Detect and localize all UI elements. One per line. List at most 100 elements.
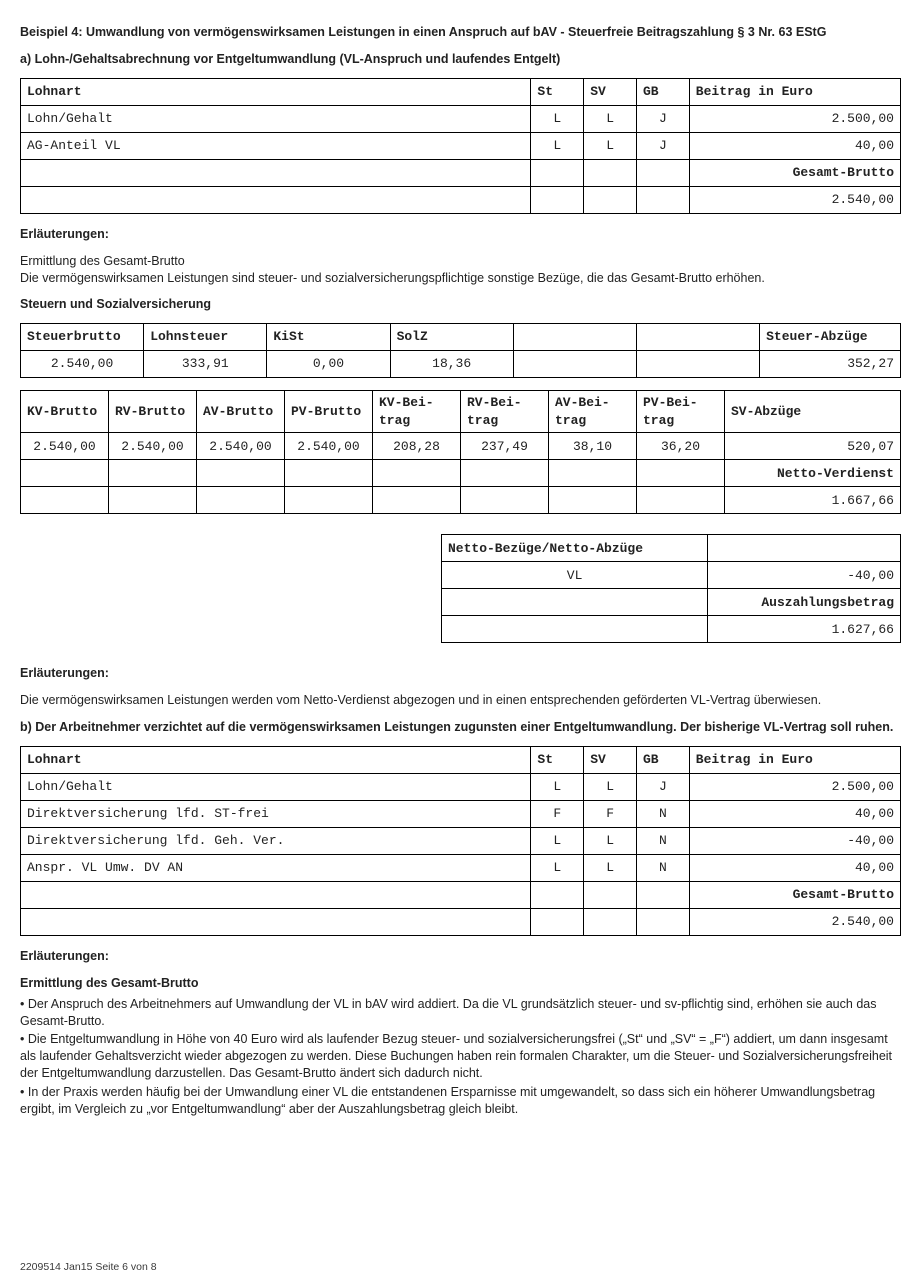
sv-table: KV-Brutto RV-Brutto AV-Brutto PV-Brutto … bbox=[20, 390, 901, 514]
col-kvb: KV-Brutto bbox=[21, 391, 109, 433]
col-blank bbox=[513, 324, 636, 351]
cell: L bbox=[531, 827, 584, 854]
cell: J bbox=[637, 132, 690, 159]
total-value: 2.540,00 bbox=[689, 908, 900, 935]
cell bbox=[373, 460, 461, 487]
table-total-value-row: 2.540,00 bbox=[21, 908, 901, 935]
cell: 36,20 bbox=[637, 433, 725, 460]
erl2-text: Die vermögenswirksamen Leistungen werden… bbox=[20, 692, 901, 709]
table-header-row: KV-Brutto RV-Brutto AV-Brutto PV-Brutto … bbox=[21, 391, 901, 433]
col-gb: GB bbox=[637, 78, 690, 105]
cell: Lohn/Gehalt bbox=[21, 773, 531, 800]
cell: L bbox=[584, 132, 637, 159]
cell: 2.540,00 bbox=[109, 433, 197, 460]
cell: 2.540,00 bbox=[21, 351, 144, 378]
section-a-title: a) Lohn-/Gehaltsabrechnung vor Entgeltum… bbox=[20, 51, 901, 68]
netto-value: 1.667,66 bbox=[725, 487, 901, 514]
table-total-label-row: Gesamt-Brutto bbox=[21, 159, 901, 186]
cell: AG-Anteil VL bbox=[21, 132, 531, 159]
cell bbox=[549, 460, 637, 487]
cell bbox=[442, 589, 708, 616]
total-label: Gesamt-Brutto bbox=[689, 159, 900, 186]
col-sv: SV bbox=[584, 78, 637, 105]
col-blank bbox=[636, 324, 759, 351]
ausz-value: 1.627,66 bbox=[708, 616, 901, 643]
section-b-title: b) Der Arbeitnehmer verzichtet auf die v… bbox=[20, 719, 901, 736]
cell bbox=[513, 351, 636, 378]
col-rvb: RV-Brutto bbox=[109, 391, 197, 433]
table-total-value-row: 2.540,00 bbox=[21, 186, 901, 213]
cell: L bbox=[584, 773, 637, 800]
cell bbox=[373, 487, 461, 514]
erl1-text: Die vermögenswirksamen Leistungen sind s… bbox=[20, 271, 765, 285]
table-ausz-value-row: 1.627,66 bbox=[442, 616, 901, 643]
cell bbox=[636, 351, 759, 378]
table-row: AG-Anteil VL L L J 40,00 bbox=[21, 132, 901, 159]
table-header-row: Netto-Bezüge/Netto-Abzüge bbox=[442, 535, 901, 562]
cell: J bbox=[637, 105, 690, 132]
list-item: Der Anspruch des Arbeitnehmers auf Umwan… bbox=[20, 996, 901, 1030]
col-sv: SV bbox=[584, 746, 637, 773]
erl3-block: Ermittlung des Gesamt-Brutto Der Anspruc… bbox=[20, 975, 901, 1118]
netto-table: Netto-Bezüge/Netto-Abzüge VL -40,00 Ausz… bbox=[441, 534, 901, 643]
cell: N bbox=[637, 800, 690, 827]
table-header-row: Steuerbrutto Lohnsteuer KiSt SolZ Steuer… bbox=[21, 324, 901, 351]
col-beitrag: Beitrag in Euro bbox=[689, 746, 900, 773]
cell: L bbox=[531, 773, 584, 800]
col-beitrag: Beitrag in Euro bbox=[689, 78, 900, 105]
list-item: Die Entgeltumwandlung in Höhe von 40 Eur… bbox=[20, 1031, 901, 1082]
tax-table: Steuerbrutto Lohnsteuer KiSt SolZ Steuer… bbox=[20, 323, 901, 378]
table-row: Direktversicherung lfd. ST-frei F F N 40… bbox=[21, 800, 901, 827]
table-row: Lohn/Gehalt L L J 2.500,00 bbox=[21, 105, 901, 132]
erl-heading: Erläuterungen: bbox=[20, 948, 901, 965]
ausz-label: Auszahlungsbetrag bbox=[708, 589, 901, 616]
col-pvbei: PV-Bei- trag bbox=[637, 391, 725, 433]
cell bbox=[531, 186, 584, 213]
col-lohnart: Lohnart bbox=[21, 746, 531, 773]
cell bbox=[197, 460, 285, 487]
table-row: Anspr. VL Umw. DV AN L L N 40,00 bbox=[21, 854, 901, 881]
cell: VL bbox=[442, 562, 708, 589]
cell bbox=[21, 460, 109, 487]
table-header-row: Lohnart St SV GB Beitrag in Euro bbox=[21, 746, 901, 773]
tax-section-title: Steuern und Sozialversicherung bbox=[20, 296, 901, 313]
cell bbox=[461, 460, 549, 487]
cell: 40,00 bbox=[689, 800, 900, 827]
cell: 0,00 bbox=[267, 351, 390, 378]
col-steuerabzuege: Steuer-Abzüge bbox=[760, 324, 901, 351]
cell bbox=[21, 159, 531, 186]
col-nettobez: Netto-Bezüge/Netto-Abzüge bbox=[442, 535, 708, 562]
cell bbox=[461, 487, 549, 514]
cell: Direktversicherung lfd. Geh. Ver. bbox=[21, 827, 531, 854]
col-st: St bbox=[531, 746, 584, 773]
table-header-row: Lohnart St SV GB Beitrag in Euro bbox=[21, 78, 901, 105]
erl1-heading: Ermittlung des Gesamt-Brutto bbox=[20, 254, 185, 268]
table-row: Direktversicherung lfd. Geh. Ver. L L N … bbox=[21, 827, 901, 854]
cell bbox=[584, 881, 637, 908]
table-ausz-label-row: Auszahlungsbetrag bbox=[442, 589, 901, 616]
cell bbox=[531, 881, 584, 908]
cell bbox=[109, 460, 197, 487]
table-total-label-row: Gesamt-Brutto bbox=[21, 881, 901, 908]
cell: 40,00 bbox=[689, 132, 900, 159]
cell: L bbox=[584, 854, 637, 881]
cell bbox=[637, 881, 690, 908]
col-gb: GB bbox=[637, 746, 690, 773]
cell bbox=[637, 460, 725, 487]
erl3-bullets: Der Anspruch des Arbeitnehmers auf Umwan… bbox=[20, 996, 901, 1118]
netto-block: Netto-Bezüge/Netto-Abzüge VL -40,00 Ausz… bbox=[20, 526, 901, 655]
col-blank bbox=[708, 535, 901, 562]
cell bbox=[584, 186, 637, 213]
cell bbox=[197, 487, 285, 514]
page-footer: 2209514 Jan15 Seite 6 von 8 bbox=[20, 1260, 157, 1274]
col-kist: KiSt bbox=[267, 324, 390, 351]
cell bbox=[21, 487, 109, 514]
table-row: 2.540,00 333,91 0,00 18,36 352,27 bbox=[21, 351, 901, 378]
cell: F bbox=[531, 800, 584, 827]
col-avbei: AV-Bei- trag bbox=[549, 391, 637, 433]
cell: 333,91 bbox=[144, 351, 267, 378]
cell bbox=[637, 487, 725, 514]
cell: J bbox=[637, 773, 690, 800]
cell bbox=[21, 908, 531, 935]
cell: Direktversicherung lfd. ST-frei bbox=[21, 800, 531, 827]
